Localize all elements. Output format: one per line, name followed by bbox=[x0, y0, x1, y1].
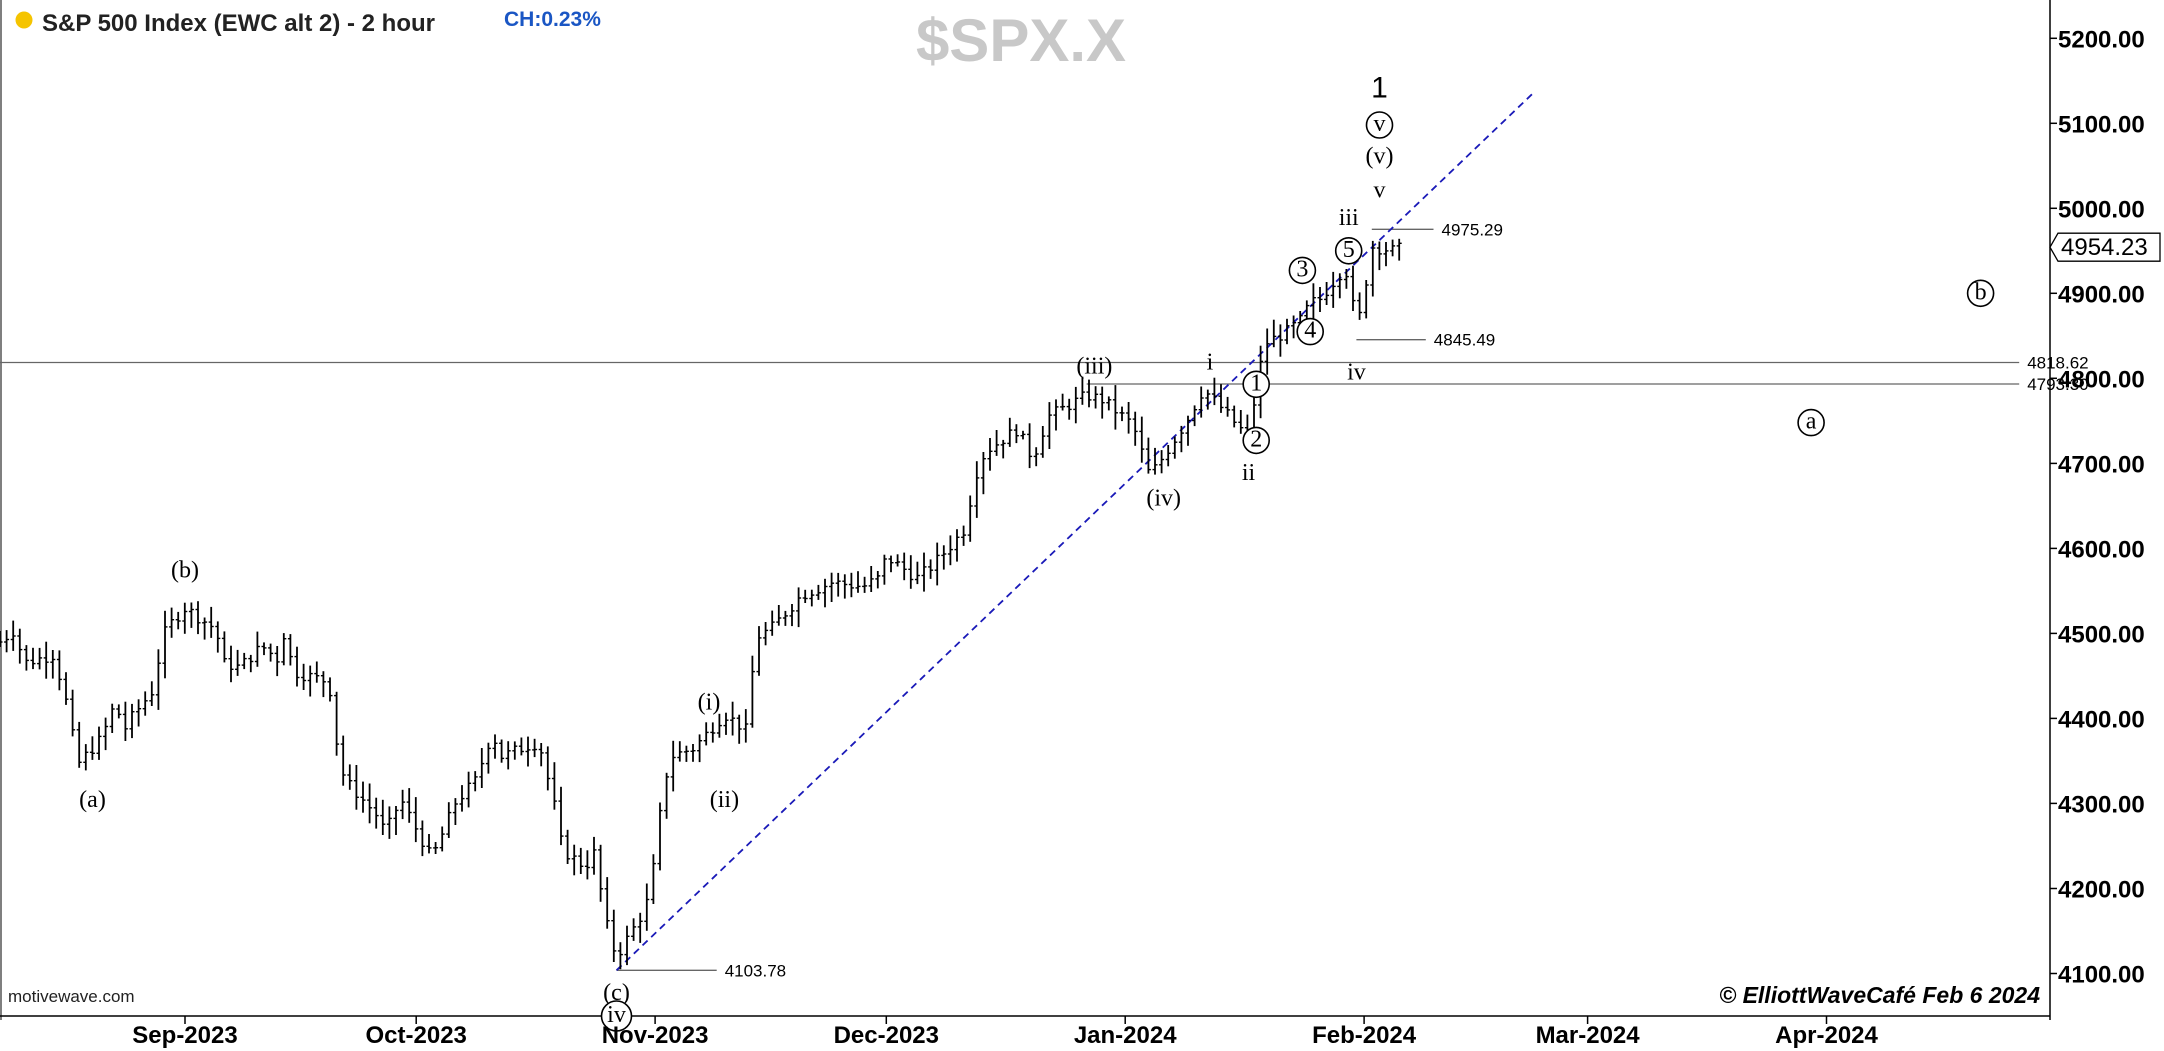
wave-label-9: ii bbox=[1242, 460, 1256, 486]
x-tick-label-Sep-2023: Sep-2023 bbox=[132, 1022, 237, 1049]
last-price-label: 4954.23 bbox=[2061, 234, 2148, 261]
y-tick-label-4400.00: 4400.00 bbox=[2058, 706, 2145, 733]
copyright-label: © ElliottWaveCafé Feb 6 2024 bbox=[1719, 982, 2040, 1008]
wave-circle-21 bbox=[1797, 408, 1825, 437]
wave-label-10: 1 bbox=[1250, 370, 1262, 396]
last-price-marker bbox=[2049, 232, 2161, 262]
status-dot bbox=[15, 11, 33, 29]
wave-labels: (a)(b)(c)iv(i)(ii)(iii)(iv)iii12345iiiiv… bbox=[79, 71, 1995, 1032]
y-tick-label-5000.00: 5000.00 bbox=[2058, 196, 2145, 223]
y-axis: 5200.00 5100.00 5000.00 4900.00 4800.00 4700.… bbox=[2049, 26, 2161, 989]
x-tick-label-Nov-2023: Nov-2023 bbox=[602, 1022, 709, 1049]
wave-circle-3 bbox=[600, 1000, 633, 1032]
y-tick-label-4200.00: 4200.00 bbox=[2058, 877, 2145, 904]
wave-label-20: 1 bbox=[1371, 71, 1388, 104]
wave-label-21: a bbox=[1806, 409, 1817, 435]
wave-label-18: (v) bbox=[1366, 144, 1394, 170]
wave-circle-13 bbox=[1296, 317, 1324, 346]
wave-label-4: (i) bbox=[698, 689, 721, 715]
wave-label-17: v bbox=[1374, 178, 1386, 204]
wave-label-5: (ii) bbox=[710, 787, 739, 813]
x-tick-label-Oct-2023: Oct-2023 bbox=[366, 1022, 467, 1049]
wave-label-12: 3 bbox=[1296, 256, 1308, 282]
y-tick-label-4300.00: 4300.00 bbox=[2058, 791, 2145, 818]
price-bars bbox=[0, 238, 1402, 970]
x-axis: Sep-2023 Oct-2023 Nov-2023 Dec-2023 Jan-2024… bbox=[132, 1016, 1879, 1049]
wave-circle-11 bbox=[1242, 426, 1270, 455]
chart-title: S&P 500 Index (EWC alt 2) - 2 hour bbox=[42, 10, 435, 37]
y-tick-label-4500.00: 4500.00 bbox=[2058, 621, 2145, 648]
wave-label-11: 2 bbox=[1250, 426, 1262, 452]
y-tick-label-4800.00: 4800.00 bbox=[2058, 366, 2145, 393]
wave-label-3: iv bbox=[607, 1002, 626, 1028]
wave-circle-10 bbox=[1242, 370, 1270, 399]
y-tick-label-4700.00: 4700.00 bbox=[2058, 451, 2145, 478]
wave-label-22: b bbox=[1975, 279, 1987, 305]
y-tick-label-5200.00: 5200.00 bbox=[2058, 26, 2145, 53]
wave-label-15: iii bbox=[1339, 205, 1359, 231]
x-tick-label-Jan-2024: Jan-2024 bbox=[1074, 1022, 1177, 1049]
level-label-low-4103: 4103.78 bbox=[725, 961, 786, 980]
wave-label-6: (iii) bbox=[1076, 354, 1112, 380]
wave-circle-12 bbox=[1288, 256, 1317, 285]
wave-circle-14 bbox=[1334, 237, 1363, 265]
y-tick-label-4600.00: 4600.00 bbox=[2058, 536, 2145, 563]
y-tick-label-4900.00: 4900.00 bbox=[2058, 281, 2145, 308]
x-tick-label-Feb-2024: Feb-2024 bbox=[1312, 1022, 1417, 1049]
wave-label-1: (b) bbox=[171, 558, 199, 584]
x-tick-label-Dec-2023: Dec-2023 bbox=[834, 1022, 939, 1049]
wave-circle-22 bbox=[1966, 279, 1995, 308]
source-label: motivewave.com bbox=[8, 987, 135, 1006]
change-value: CH:0.23% bbox=[504, 8, 601, 31]
level-label-level-4818: 4818.62 bbox=[2027, 354, 2088, 373]
wave-label-13: 4 bbox=[1304, 318, 1316, 344]
wave-label-0: (a) bbox=[79, 787, 106, 813]
trendline bbox=[615, 92, 1535, 971]
trendline-layer bbox=[615, 92, 1535, 971]
wave-label-7: (iv) bbox=[1146, 485, 1181, 511]
wave-label-8: i bbox=[1207, 349, 1214, 375]
levels-layer: 4975.29 4845.49 4818.62 4793.30 4103.78 bbox=[0, 220, 2089, 980]
wave-label-16: iv bbox=[1347, 360, 1366, 386]
level-label-low-4845: 4845.49 bbox=[1434, 331, 1495, 350]
level-label-high-4975: 4975.29 bbox=[1442, 220, 1503, 239]
y-tick-label-5100.00: 5100.00 bbox=[2058, 111, 2145, 138]
symbol-watermark: $SPX.X bbox=[916, 7, 1126, 74]
y-tick-label-4100.00: 4100.00 bbox=[2058, 962, 2145, 989]
wave-label-19: v bbox=[1374, 111, 1386, 137]
x-tick-label-Apr-2024: Apr-2024 bbox=[1775, 1022, 1878, 1049]
x-tick-label-Mar-2024: Mar-2024 bbox=[1536, 1022, 1641, 1049]
level-label-level-4793: 4793.30 bbox=[2027, 375, 2088, 394]
wave-label-14: 5 bbox=[1343, 237, 1355, 263]
wave-circle-19 bbox=[1365, 111, 1394, 139]
